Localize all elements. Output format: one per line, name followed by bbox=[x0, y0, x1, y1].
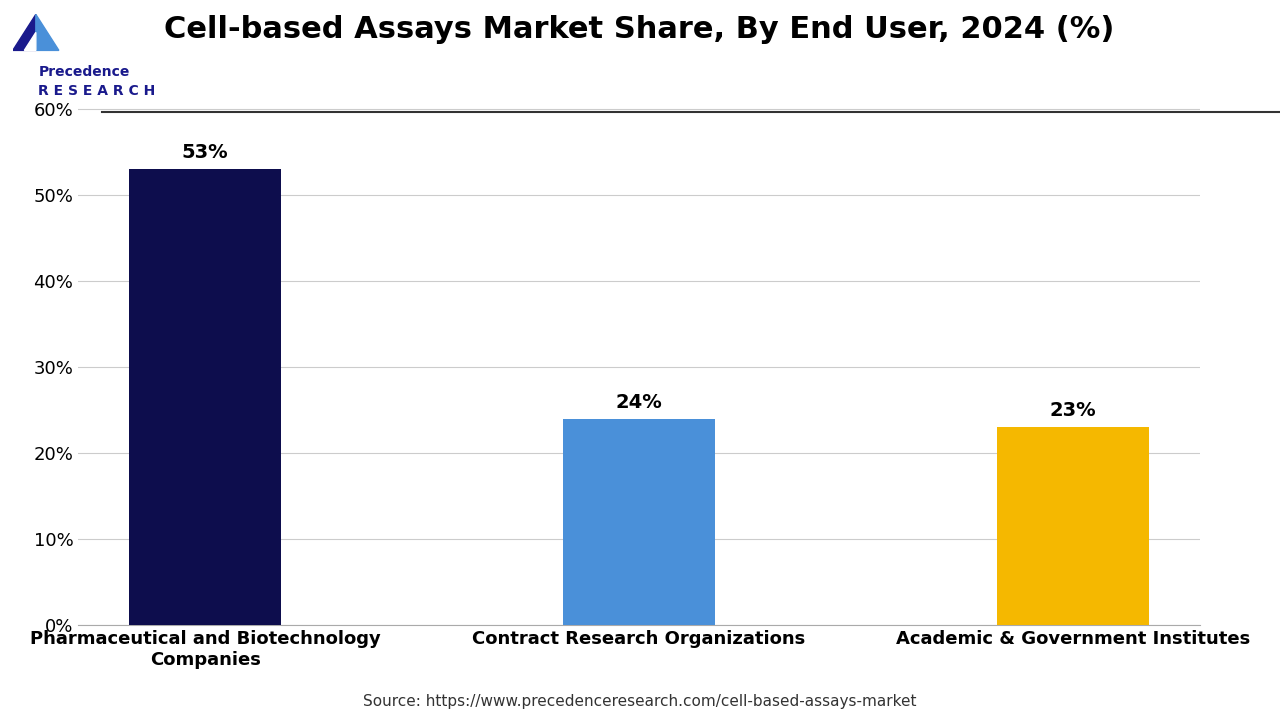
Text: 53%: 53% bbox=[182, 143, 228, 162]
Text: 23%: 23% bbox=[1050, 402, 1097, 420]
Text: Source: https://www.precedenceresearch.com/cell-based-assays-market: Source: https://www.precedenceresearch.c… bbox=[364, 693, 916, 708]
Polygon shape bbox=[36, 14, 59, 50]
Polygon shape bbox=[13, 14, 36, 50]
Text: Precedence
R E S E A R C H: Precedence R E S E A R C H bbox=[38, 65, 156, 99]
Text: 24%: 24% bbox=[616, 393, 663, 412]
Bar bbox=[997, 428, 1149, 626]
Bar bbox=[129, 169, 282, 626]
Title: Cell-based Assays Market Share, By End User, 2024 (%): Cell-based Assays Market Share, By End U… bbox=[164, 15, 1115, 44]
Bar bbox=[563, 419, 716, 626]
Polygon shape bbox=[24, 32, 36, 50]
